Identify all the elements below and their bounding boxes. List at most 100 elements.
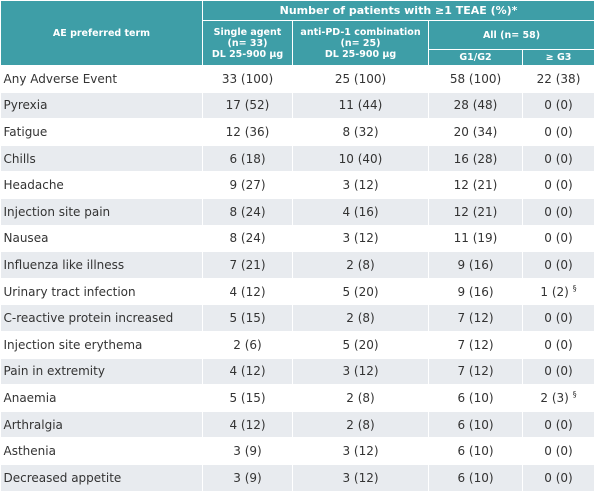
cell-text: 6 (10) (457, 417, 494, 432)
header-cell: Number of patients with ≥1 TEAE (%)* (201, 0, 594, 21)
value-cell: 5 (20) (292, 331, 429, 359)
cell-text: 3 (12) (342, 178, 379, 193)
cell-text: 9 (27) (229, 178, 266, 193)
term-cell: Any Adverse Event (0, 65, 203, 93)
table-row: Pain in extremity 4 (12) 3 (12) 7 (12) 0 (0) (0, 358, 594, 386)
value-cell: 1 (2) § (522, 278, 594, 306)
cell-text: 5 (20) (342, 337, 379, 352)
cell-text: 10 (40) (338, 151, 383, 166)
cell-text: 17 (52) (225, 98, 270, 113)
value-cell: 0 (0) (522, 92, 594, 120)
header-text: ≥ G3 (545, 52, 572, 63)
term-cell: Fatigue (0, 118, 203, 146)
table-body: Any Adverse Event 33 (100) 25 (100) 58 (100… (0, 65, 594, 492)
value-cell: 3 (12) (292, 171, 429, 199)
cell-text: 0 (0) (544, 311, 573, 326)
cell-text: 33 (100) (221, 71, 274, 86)
cell-text: 3 (12) (342, 231, 379, 246)
header-text: DL 25-900 µg (211, 48, 284, 60)
header-text: Number of patients with ≥1 TEAE (%)* (279, 4, 518, 17)
value-cell: 12 (21) (428, 171, 523, 199)
cell-text: 6 (10) (457, 390, 494, 405)
cell-text: Fatigue (3, 124, 48, 139)
cell-text: 25 (100) (334, 71, 387, 86)
cell-text: Decreased appetite (3, 470, 122, 485)
table-row: Injection site pain 8 (24) 4 (16) 12 (21) 0 … (0, 198, 594, 226)
cell-text: 7 (12) (457, 311, 494, 326)
table-row: Arthralgia 4 (12) 2 (8) 6 (10) 0 (0) (0, 411, 594, 439)
cell-text: 7 (12) (457, 364, 494, 379)
header-cell: ≥ G3 (521, 49, 594, 66)
table-row: Injection site erythema 2 (6) 5 (20) 7 (12)… (0, 331, 594, 359)
value-cell: 0 (0) (522, 464, 594, 492)
cell-text: 0 (0) (544, 231, 573, 246)
cell-text: 22 (38) (536, 71, 581, 86)
cell-text: 8 (24) (229, 204, 266, 219)
table-row: Asthenia 3 (9) 3 (12) 6 (10) 0 (0) (0, 437, 594, 465)
value-cell: 0 (0) (522, 411, 594, 439)
cell-text: 9 (16) (457, 284, 494, 299)
cell-text: 8 (32) (342, 124, 379, 139)
term-cell: Headache (0, 171, 203, 199)
cell-text: 2 (3) (540, 391, 569, 406)
header-text: (n= 25) (340, 37, 381, 49)
term-cell: Pain in extremity (0, 358, 203, 386)
header-text: Single agent (213, 26, 282, 38)
value-cell: 0 (0) (522, 437, 594, 465)
table-row: Urinary tract infection 4 (12) 5 (20) 9 (16… (0, 278, 594, 306)
cell-text: 5 (15) (229, 311, 266, 326)
value-cell: 5 (15) (202, 304, 293, 332)
cell-text: 6 (18) (229, 151, 266, 166)
header-text: anti-PD-1 combination (300, 26, 421, 38)
table-row: C-reactive protein increased 5 (15) 2 (8) 7… (0, 304, 594, 332)
header-cell: Single agent (n= 33) DL 25-900 µg (202, 20, 293, 66)
table-row: Chills 6 (18) 10 (40) 16 (28) 0 (0) (0, 145, 594, 173)
value-cell: 0 (0) (522, 198, 594, 226)
term-cell: Anaemia (0, 384, 203, 412)
term-cell: Decreased appetite (0, 464, 203, 492)
cell-text: Asthenia (3, 444, 56, 459)
table-row: Nausea 8 (24) 3 (12) 11 (19) 0 (0) (0, 225, 594, 253)
term-cell: Pyrexia (0, 92, 203, 120)
value-cell: 28 (48) (428, 92, 523, 120)
value-cell: 7 (12) (428, 358, 523, 386)
term-cell: Chills (0, 145, 203, 173)
cell-text: 3 (12) (342, 364, 379, 379)
value-cell: 0 (0) (522, 225, 594, 253)
value-cell: 0 (0) (522, 304, 594, 332)
value-cell: 25 (100) (292, 65, 429, 93)
cell-text: 12 (21) (453, 178, 498, 193)
cell-text: 11 (19) (453, 231, 498, 246)
value-cell: 0 (0) (522, 251, 594, 279)
value-cell: 17 (52) (202, 92, 293, 120)
term-cell: Nausea (0, 225, 203, 253)
value-cell: 0 (0) (522, 118, 594, 146)
cell-text: 4 (16) (342, 204, 379, 219)
value-cell: 8 (24) (202, 225, 293, 253)
header-cell: All (n= 58) (427, 20, 594, 50)
value-cell: 0 (0) (522, 358, 594, 386)
value-cell: 3 (12) (292, 358, 429, 386)
value-cell: 3 (9) (202, 464, 293, 492)
value-cell: 8 (32) (292, 118, 429, 146)
cell-text: 8 (24) (229, 231, 266, 246)
value-cell: 0 (0) (522, 171, 594, 199)
cell-text: 3 (9) (233, 470, 262, 485)
cell-text: 0 (0) (544, 257, 573, 272)
cell-text: Pyrexia (3, 98, 48, 113)
table-row: Decreased appetite 3 (9) 3 (12) 6 (10) 0 (0) (0, 464, 594, 492)
cell-text: 9 (16) (457, 257, 494, 272)
header-text: DL 25-900 µg (324, 48, 397, 60)
footnote-mark: § (572, 390, 577, 400)
value-cell: 4 (12) (202, 411, 293, 439)
value-cell: 9 (27) (202, 171, 293, 199)
cell-text: Any Adverse Event (3, 71, 118, 86)
value-cell: 6 (10) (428, 437, 523, 465)
cell-text: 0 (0) (544, 444, 573, 459)
value-cell: 0 (0) (522, 331, 594, 359)
value-cell: 8 (24) (202, 198, 293, 226)
value-cell: 2 (8) (292, 304, 429, 332)
cell-text: 2 (6) (233, 337, 262, 352)
value-cell: 3 (12) (292, 437, 429, 465)
